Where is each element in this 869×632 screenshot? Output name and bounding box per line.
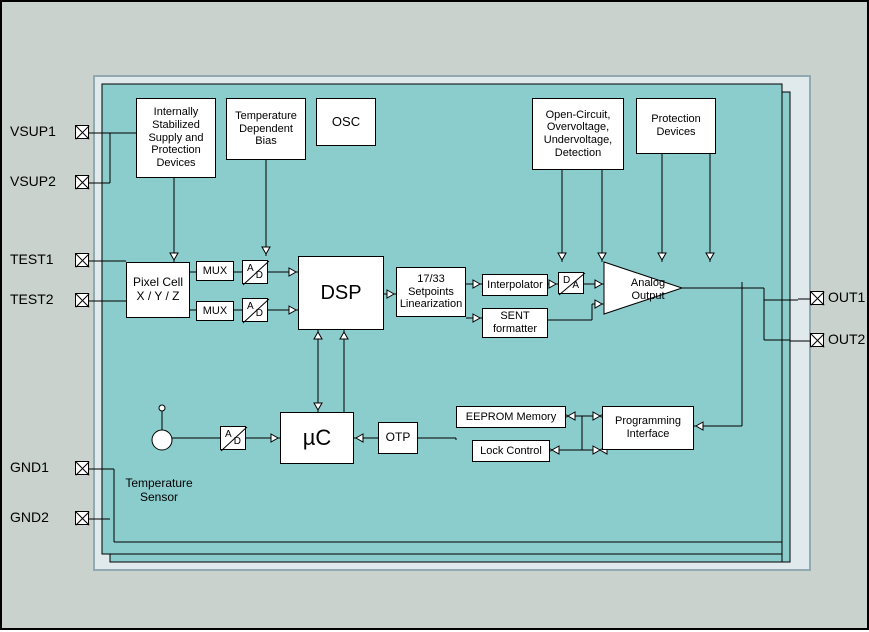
pin-label-vsup1: VSUP1: [10, 123, 68, 139]
block-tbias: Temperature Dependent Bias: [226, 98, 306, 160]
block-templbl: Temperature Sensor: [116, 474, 202, 508]
block-lock: Lock Control: [472, 440, 550, 462]
block-label: MUX: [201, 263, 229, 280]
adc-ad3: A D: [220, 426, 246, 450]
pin-test2: [75, 293, 89, 307]
block-mux2: MUX: [196, 301, 234, 321]
block-stab: Internally Stabilized Supply and Protect…: [136, 98, 216, 178]
block-label: SENT formatter: [483, 308, 547, 337]
block-dsp: DSP: [298, 256, 384, 330]
pin-gnd2: [75, 511, 89, 525]
pin-label-test1: TEST1: [10, 251, 68, 267]
adc-ad2: A D: [242, 298, 268, 322]
block-label: Lock Control: [478, 443, 544, 460]
pin-vsup1: [75, 125, 89, 139]
diagram-root: Internally Stabilized Supply and Protect…: [0, 0, 869, 630]
adc-ad1: A D: [242, 260, 268, 284]
block-label: Internally Stabilized Supply and Protect…: [137, 104, 215, 171]
pin-label-out2: OUT2: [828, 331, 865, 347]
pin-gnd1: [75, 461, 89, 475]
pin-label-vsup2: VSUP2: [10, 173, 68, 189]
block-label: DSP: [318, 280, 363, 307]
block-label: Pixel Cell X / Y / Z: [127, 274, 189, 306]
block-interp: Interpolator: [482, 274, 548, 296]
block-protdv: Protection Devices: [636, 98, 716, 154]
block-label: Temperature Sensor: [116, 475, 202, 507]
block-label: Temperature Dependent Bias: [227, 108, 305, 150]
block-analoglbl: Analog Output: [625, 275, 671, 305]
pin-out1: [810, 291, 824, 305]
pin-label-gnd1: GND1: [10, 459, 68, 475]
block-label: 17/33 Setpoints Linearization: [397, 271, 465, 313]
pin-vsup2: [75, 175, 89, 189]
block-eeprom: EEPROM Memory: [456, 406, 566, 428]
block-label: Programming Interface: [603, 413, 693, 442]
block-label: Protection Devices: [637, 111, 715, 140]
block-label: EEPROM Memory: [464, 409, 558, 426]
block-label: OTP: [384, 429, 413, 447]
block-label: Open-Circuit, Overvoltage, Undervoltage,…: [533, 107, 623, 162]
block-label: µC: [301, 423, 334, 452]
block-label: MUX: [201, 303, 229, 320]
pin-label-out1: OUT1: [828, 289, 865, 305]
block-uc: µC: [280, 412, 354, 464]
block-pixel: Pixel Cell X / Y / Z: [126, 262, 190, 318]
block-osc: OSC: [316, 98, 376, 146]
pin-test1: [75, 253, 89, 267]
block-label: OSC: [330, 113, 362, 132]
block-otp: OTP: [378, 422, 418, 454]
block-mux1: MUX: [196, 261, 234, 281]
pin-label-gnd2: GND2: [10, 509, 68, 525]
block-protov: Open-Circuit, Overvoltage, Undervoltage,…: [532, 98, 624, 170]
block-label: Analog Output: [625, 275, 671, 304]
pin-label-test2: TEST2: [10, 291, 68, 307]
block-sent: SENT formatter: [482, 308, 548, 338]
pin-out2: [810, 333, 824, 347]
adc-da1: D A: [558, 272, 584, 294]
block-prog: Programming Interface: [602, 406, 694, 450]
block-label: Interpolator: [485, 277, 545, 294]
block-lin: 17/33 Setpoints Linearization: [396, 267, 466, 317]
